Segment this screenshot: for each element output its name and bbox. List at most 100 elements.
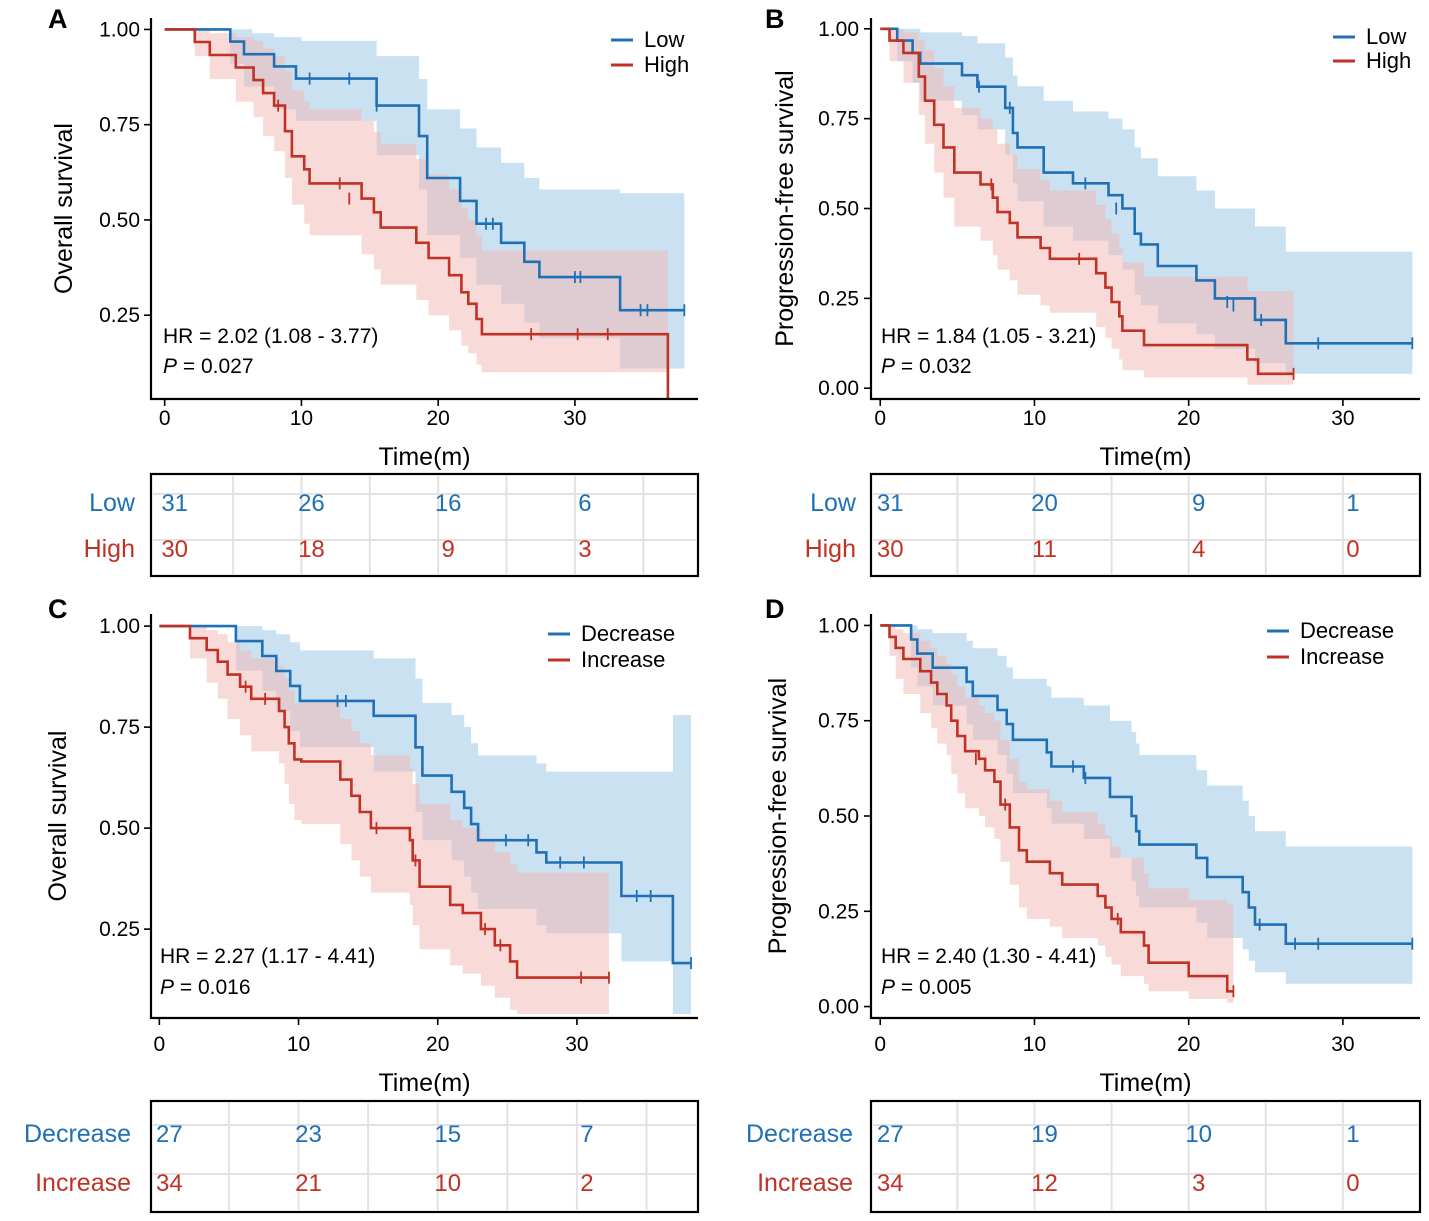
x-axis-title: Time(m) [378, 443, 470, 471]
x-tick-label: 10 [1023, 1033, 1046, 1056]
risk-count: 10 [1185, 1121, 1212, 1148]
legend-label-high: High [1366, 48, 1411, 73]
legend-label-low: Low [1366, 24, 1406, 49]
hazard-ratio-label: HR = 2.27 (1.17 - 4.41) [160, 945, 375, 968]
y-tick-label: 0.25 [99, 918, 140, 941]
y-tick-label: 0.50 [818, 198, 859, 221]
risk-count: 11 [1032, 536, 1057, 563]
panel-a: 0.25 0.50 0.75 1.00 0 10 20 30 Overall survival T… [48, 4, 700, 578]
x-axis-title: Time(m) [1099, 443, 1191, 471]
legend-label-decrease: Decrease [581, 621, 675, 646]
risk-count: 1 [1346, 1121, 1359, 1148]
risk-group-label: Increase [757, 1169, 853, 1197]
legend-label-increase: Increase [1300, 644, 1384, 669]
y-tick-label: 0.75 [818, 710, 859, 733]
risk-count: 31 [161, 490, 188, 517]
risk-count: 3 [1192, 1170, 1205, 1197]
panel-letter: C [48, 594, 68, 624]
x-tick-label: 10 [290, 407, 313, 430]
ci-band-increase [159, 626, 609, 1014]
x-tick-label: 10 [287, 1033, 310, 1056]
risk-count: 34 [156, 1170, 183, 1197]
risk-table-frame [869, 472, 1422, 578]
risk-count: 30 [161, 536, 188, 563]
x-tick-label: 30 [1331, 1033, 1354, 1056]
survival-curve-increase [880, 624, 1234, 993]
risk-count: 34 [877, 1170, 904, 1197]
risk-count: 26 [298, 490, 325, 517]
panel-letter: D [765, 594, 785, 624]
risk-table: Decrease 27 23 15 7 Increase 34 21 10 2 [24, 1099, 700, 1214]
y-tick-label: 1.00 [99, 615, 140, 638]
y-axis-title: Progression-free survival [764, 678, 792, 955]
x-tick-label: 30 [563, 407, 586, 430]
risk-count: 23 [295, 1121, 322, 1148]
risk-count: 30 [877, 536, 904, 563]
risk-count: 27 [877, 1121, 904, 1148]
x-tick-label: 20 [426, 1033, 449, 1056]
risk-count: 10 [434, 1170, 461, 1197]
risk-group-label: Decrease [746, 1120, 853, 1148]
x-tick-label: 20 [426, 407, 449, 430]
x-tick-label: 0 [154, 1033, 166, 1056]
plot-area [880, 27, 1414, 385]
y-tick-label: 0.50 [99, 817, 140, 840]
hazard-ratio-label: HR = 2.02 (1.08 - 3.77) [163, 325, 378, 348]
y-tick-label: 0.75 [818, 108, 859, 131]
y-axis-title: Overall survival [50, 123, 78, 294]
y-tick-label: 0.75 [99, 114, 140, 137]
x-tick-label: 0 [159, 407, 171, 430]
ci-band-decrease [880, 625, 1413, 984]
risk-count: 31 [877, 490, 904, 517]
y-axis-title: Overall survival [44, 731, 72, 902]
risk-count: 12 [1031, 1170, 1058, 1197]
panel-c: 0.25 0.50 0.75 1.00 0 10 20 30 Overall survival T… [24, 594, 700, 1214]
x-tick-label: 20 [1177, 1033, 1200, 1056]
p-value-label: P = 0.005 [881, 976, 972, 999]
y-tick-label: 0.25 [99, 304, 140, 327]
risk-count: 6 [578, 490, 591, 517]
risk-count: 21 [295, 1170, 322, 1197]
risk-count: 27 [156, 1121, 183, 1148]
risk-table-frame [149, 1099, 700, 1214]
hazard-ratio-label: HR = 1.84 (1.05 - 3.21) [881, 325, 1096, 348]
survival-curve-high [164, 28, 670, 399]
x-axis-title: Time(m) [378, 1069, 470, 1097]
risk-count: 9 [441, 536, 454, 563]
ci-band-increase [880, 625, 1234, 1003]
risk-group-label: High [805, 535, 856, 563]
panel-letter: A [48, 4, 68, 34]
risk-group-label: High [84, 535, 135, 563]
risk-count: 15 [434, 1121, 461, 1148]
p-value-label: P = 0.032 [881, 355, 972, 378]
risk-count: 20 [1031, 490, 1058, 517]
risk-table: Low 31 20 9 1 High 30 11 4 0 [805, 472, 1422, 578]
risk-count: 0 [1346, 1170, 1359, 1197]
risk-group-label: Increase [35, 1169, 131, 1197]
risk-count: 1 [1346, 490, 1359, 517]
x-axis-title: Time(m) [1099, 1069, 1191, 1097]
survival-curve-low [164, 28, 685, 312]
x-tick-label: 30 [1331, 407, 1354, 430]
risk-group-label: Low [89, 489, 136, 517]
legend-label-low: Low [644, 27, 684, 52]
risk-table-frame [149, 472, 700, 578]
x-tick-label: 0 [874, 1033, 886, 1056]
x-tick-label: 30 [565, 1033, 588, 1056]
risk-group-label: Low [810, 489, 857, 517]
risk-count: 7 [580, 1121, 593, 1148]
survival-curve-low [880, 27, 1413, 345]
y-tick-label: 0.50 [99, 209, 140, 232]
plot-area [164, 28, 686, 399]
risk-count: 19 [1031, 1121, 1058, 1148]
legend-label-decrease: Decrease [1300, 618, 1394, 643]
risk-count: 4 [1192, 536, 1205, 563]
risk-group-label: Decrease [24, 1120, 131, 1148]
risk-count: 16 [435, 490, 462, 517]
plot-area [159, 624, 692, 1014]
risk-table-frame [869, 1099, 1422, 1214]
y-axis-title: Progression-free survival [771, 70, 799, 347]
risk-count: 18 [298, 536, 325, 563]
panel-b: 0.000.250.500.751.000 10 20 30Progression-f… [765, 4, 1422, 578]
hazard-ratio-label: HR = 2.40 (1.30 - 4.41) [881, 945, 1096, 968]
